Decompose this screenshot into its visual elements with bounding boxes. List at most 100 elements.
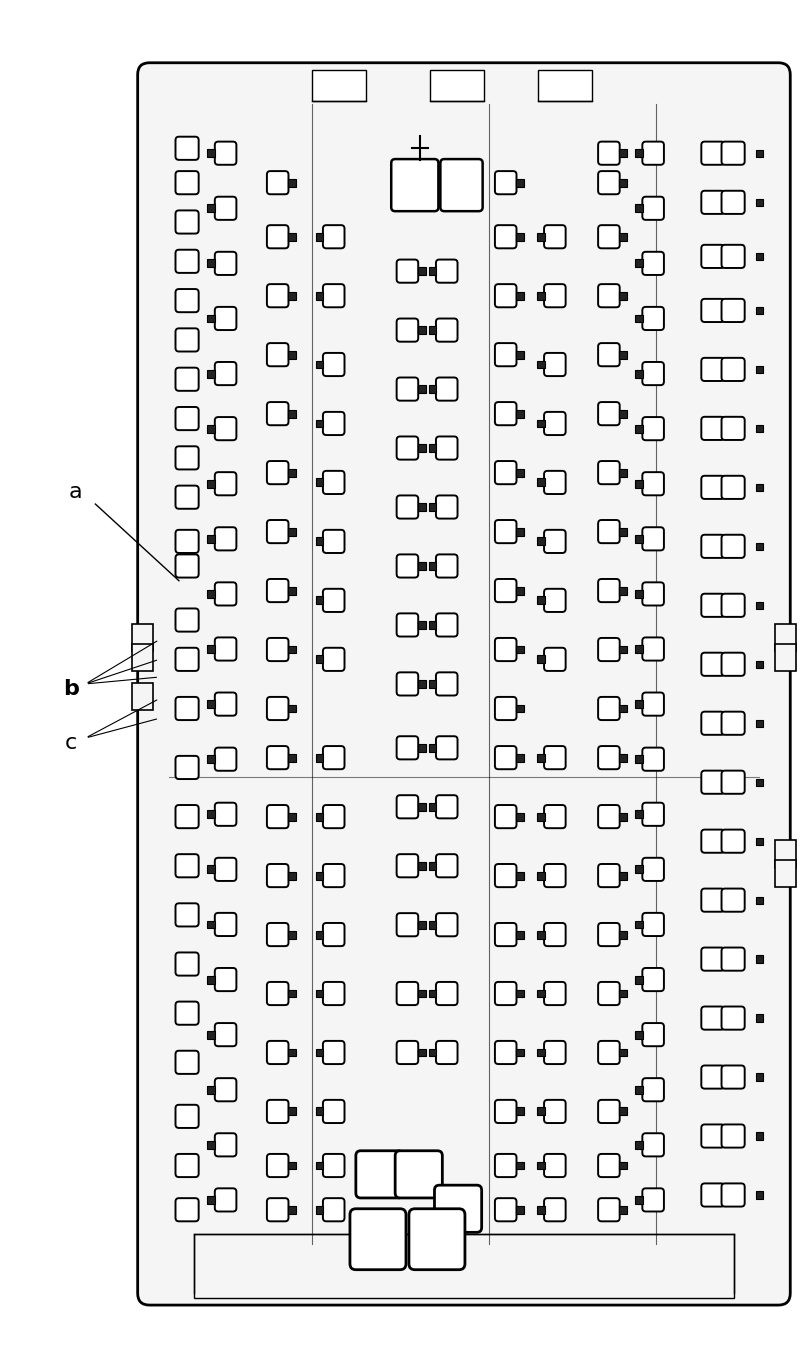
FancyBboxPatch shape xyxy=(598,1099,620,1123)
FancyBboxPatch shape xyxy=(267,1199,289,1222)
FancyBboxPatch shape xyxy=(701,245,725,268)
FancyBboxPatch shape xyxy=(176,1105,199,1128)
FancyBboxPatch shape xyxy=(722,245,744,268)
Bar xyxy=(288,704,296,712)
Bar xyxy=(756,720,763,727)
Bar xyxy=(756,1192,763,1199)
FancyBboxPatch shape xyxy=(267,1099,289,1123)
FancyBboxPatch shape xyxy=(598,402,620,425)
Bar xyxy=(635,260,643,268)
Bar xyxy=(288,179,296,186)
FancyBboxPatch shape xyxy=(215,417,236,440)
Bar xyxy=(207,1030,215,1038)
Bar xyxy=(316,537,324,545)
FancyBboxPatch shape xyxy=(701,829,725,852)
FancyBboxPatch shape xyxy=(176,446,199,469)
Bar xyxy=(516,587,524,594)
Bar xyxy=(536,537,544,545)
FancyBboxPatch shape xyxy=(392,159,438,211)
FancyBboxPatch shape xyxy=(598,141,620,164)
Bar xyxy=(207,425,215,432)
Bar xyxy=(536,1205,544,1214)
Bar xyxy=(635,149,643,158)
Bar xyxy=(429,385,436,393)
FancyBboxPatch shape xyxy=(436,855,458,878)
FancyBboxPatch shape xyxy=(701,1065,725,1089)
Bar xyxy=(774,644,796,671)
Bar xyxy=(429,680,436,688)
FancyBboxPatch shape xyxy=(267,579,289,602)
Bar xyxy=(288,292,296,300)
FancyBboxPatch shape xyxy=(436,673,458,696)
FancyBboxPatch shape xyxy=(701,357,725,381)
Bar xyxy=(207,314,215,322)
Bar xyxy=(635,976,643,984)
Bar xyxy=(417,503,426,511)
FancyBboxPatch shape xyxy=(436,613,458,636)
Bar xyxy=(619,1049,627,1056)
FancyBboxPatch shape xyxy=(701,1184,725,1207)
Text: b: b xyxy=(63,680,78,699)
FancyBboxPatch shape xyxy=(722,534,744,559)
FancyBboxPatch shape xyxy=(495,637,516,660)
FancyBboxPatch shape xyxy=(701,476,725,499)
Bar xyxy=(316,813,324,821)
FancyBboxPatch shape xyxy=(323,1041,345,1064)
Bar xyxy=(417,989,426,998)
FancyBboxPatch shape xyxy=(323,412,345,435)
Bar xyxy=(516,179,524,186)
Bar xyxy=(756,307,763,314)
Bar xyxy=(619,469,627,477)
Bar xyxy=(429,921,436,928)
Bar xyxy=(536,292,544,300)
Bar xyxy=(288,1205,296,1214)
FancyBboxPatch shape xyxy=(701,190,725,213)
FancyBboxPatch shape xyxy=(642,1188,664,1211)
FancyBboxPatch shape xyxy=(215,361,236,385)
FancyBboxPatch shape xyxy=(495,1099,516,1123)
Bar xyxy=(516,1108,524,1116)
FancyBboxPatch shape xyxy=(396,983,418,1006)
FancyBboxPatch shape xyxy=(722,190,744,213)
FancyBboxPatch shape xyxy=(544,530,565,553)
Bar xyxy=(429,326,436,334)
Bar xyxy=(311,69,366,101)
Bar xyxy=(536,989,544,998)
FancyBboxPatch shape xyxy=(215,693,236,716)
Bar xyxy=(756,837,763,845)
FancyBboxPatch shape xyxy=(396,613,418,636)
FancyBboxPatch shape xyxy=(598,923,620,946)
Bar xyxy=(619,587,627,594)
FancyBboxPatch shape xyxy=(215,1188,236,1211)
Bar xyxy=(536,931,544,939)
FancyBboxPatch shape xyxy=(722,947,744,970)
FancyBboxPatch shape xyxy=(642,1133,664,1157)
Bar xyxy=(536,420,544,428)
Bar xyxy=(417,268,426,275)
FancyBboxPatch shape xyxy=(176,485,199,508)
FancyBboxPatch shape xyxy=(396,554,418,578)
Bar xyxy=(619,1108,627,1116)
FancyBboxPatch shape xyxy=(267,805,289,828)
Bar xyxy=(516,871,524,879)
Bar xyxy=(207,1086,215,1094)
Bar xyxy=(429,563,436,569)
Bar xyxy=(756,1014,763,1022)
FancyBboxPatch shape xyxy=(701,652,725,675)
Bar xyxy=(207,976,215,984)
Bar xyxy=(756,602,763,609)
FancyBboxPatch shape xyxy=(323,983,345,1006)
Bar xyxy=(756,542,763,550)
Bar xyxy=(619,409,627,417)
FancyBboxPatch shape xyxy=(495,226,516,249)
FancyBboxPatch shape xyxy=(267,1041,289,1064)
Bar xyxy=(619,1205,627,1214)
FancyBboxPatch shape xyxy=(598,461,620,484)
Bar xyxy=(288,871,296,879)
Bar xyxy=(417,921,426,928)
FancyBboxPatch shape xyxy=(544,1041,565,1064)
Bar xyxy=(536,1049,544,1056)
FancyBboxPatch shape xyxy=(323,1154,345,1177)
FancyBboxPatch shape xyxy=(598,746,620,769)
Bar xyxy=(635,920,643,928)
